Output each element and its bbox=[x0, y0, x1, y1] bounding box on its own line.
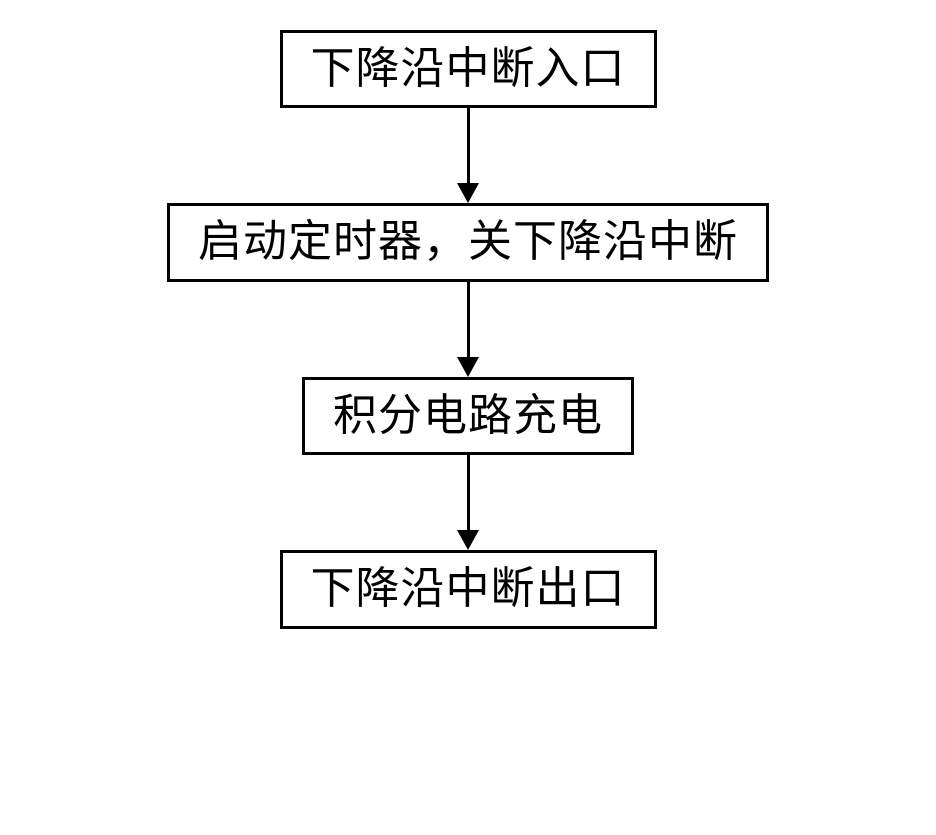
arrow-head-icon bbox=[457, 530, 479, 550]
flowchart-node-4: 下降沿中断出口 bbox=[280, 550, 657, 628]
flowchart-node-2: 启动定时器，关下降沿中断 bbox=[167, 203, 769, 281]
flowchart-node-1: 下降沿中断入口 bbox=[280, 30, 657, 108]
flowchart-arrow-1 bbox=[457, 108, 479, 203]
flowchart-node-3-label: 积分电路充电 bbox=[333, 392, 603, 440]
flowchart-container: 下降沿中断入口 启动定时器，关下降沿中断 积分电路充电 下降沿中断出口 bbox=[167, 30, 769, 629]
flowchart-arrow-2 bbox=[457, 282, 479, 377]
arrow-line bbox=[467, 282, 470, 357]
flowchart-node-2-label: 启动定时器，关下降沿中断 bbox=[198, 218, 738, 266]
flowchart-node-1-label: 下降沿中断入口 bbox=[311, 45, 626, 93]
flowchart-node-4-label: 下降沿中断出口 bbox=[311, 565, 626, 613]
arrow-head-icon bbox=[457, 183, 479, 203]
flowchart-node-3: 积分电路充电 bbox=[302, 377, 634, 455]
flowchart-arrow-3 bbox=[457, 455, 479, 550]
arrow-line bbox=[467, 455, 470, 530]
arrow-line bbox=[467, 108, 470, 183]
arrow-head-icon bbox=[457, 357, 479, 377]
